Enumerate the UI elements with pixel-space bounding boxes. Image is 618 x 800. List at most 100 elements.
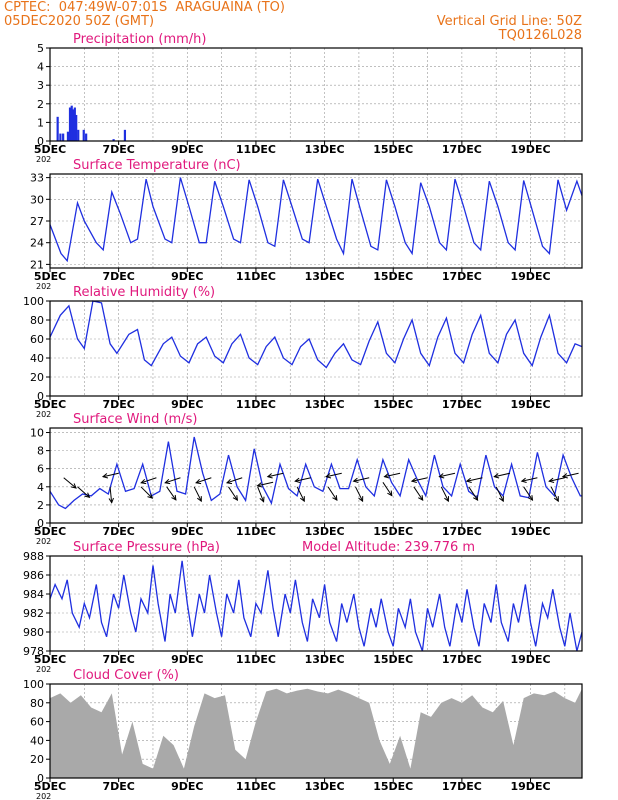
precip-bar <box>82 129 85 141</box>
panel-title: Surface Temperature (nC) <box>73 158 241 173</box>
y-tick-label: 10 <box>30 427 44 440</box>
x-tick-label: 19DEC <box>511 780 551 793</box>
wind-arrow <box>440 486 449 502</box>
wind-arrow <box>102 472 119 478</box>
x-tick-label: 7DEC <box>102 270 134 283</box>
y-tick-label: 2 <box>37 98 44 111</box>
y-tick-label: 80 <box>30 697 44 710</box>
x-tick-label: 15DEC <box>373 143 413 156</box>
x-tick-label: 11DEC <box>236 780 276 793</box>
series-line <box>49 300 583 369</box>
precip-bar <box>72 109 75 141</box>
wind-arrow-head <box>561 473 568 479</box>
x-year-stub: 202 <box>36 155 51 164</box>
panel-2: 21 24 27 30 33 5DEC 7DEC 9DEC 11DEC 13DEC 15DEC 17D… <box>30 158 583 291</box>
x-tick-label: 5DEC <box>34 398 66 411</box>
precip-bar <box>73 107 76 141</box>
wind-arrow <box>193 486 202 502</box>
wind-arrow-head <box>383 473 390 479</box>
wind-arrow-head <box>232 495 239 502</box>
x-tick-label: 11DEC <box>236 525 276 538</box>
x-tick-label: 7DEC <box>102 143 134 156</box>
wind-arrow <box>439 472 456 478</box>
panel-frame <box>49 173 583 269</box>
wind-arrow <box>141 477 157 484</box>
y-tick-label: 100 <box>23 295 44 308</box>
x-tick-label: 11DEC <box>236 143 276 156</box>
date-label: 05DEC2020 50Z (GMT) <box>4 14 155 29</box>
wind-arrow <box>326 472 342 478</box>
y-tick-label: 0 <box>37 135 44 148</box>
grid-line-label: Vertical Grid Line: 50Z <box>436 14 582 29</box>
x-tick-label: 5DEC <box>34 653 66 666</box>
precip-bar <box>75 114 78 141</box>
y-tick-label: 60 <box>30 333 44 346</box>
wind-arrow-head <box>465 477 472 483</box>
wind-arrow <box>495 486 504 502</box>
y-tick-label: 24 <box>30 237 44 250</box>
x-tick-label: 13DEC <box>305 270 345 283</box>
panel-annotation: Model Altitude: 239.776 m <box>302 540 475 555</box>
y-tick-label: 21 <box>30 258 44 271</box>
x-tick-label: 11DEC <box>236 270 276 283</box>
x-tick-label: 5DEC <box>34 525 66 538</box>
y-tick-label: 8 <box>37 445 44 458</box>
x-tick-label: 13DEC <box>305 525 345 538</box>
y-tick-label: 0 <box>37 517 44 530</box>
wind-arrow <box>140 486 153 499</box>
x-tick-label: 7DEC <box>102 780 134 793</box>
wind-arrow-head <box>418 495 424 502</box>
precip-bar <box>56 116 59 141</box>
wind-arrow-head <box>358 496 364 503</box>
station-label: CPTEC: 047:49W-07:01S ARAGUAINA (TO) <box>4 0 285 15</box>
x-tick-label: 19DEC <box>511 143 551 156</box>
wind-arrow-head <box>473 495 479 502</box>
wind-arrow-head <box>70 483 77 489</box>
x-tick-label: 9DEC <box>171 780 203 793</box>
precip-bar <box>112 139 115 141</box>
wind-arrow-head <box>493 473 500 479</box>
y-tick-label: 60 <box>30 716 44 729</box>
wind-arrow <box>228 486 238 501</box>
series-line <box>49 177 583 263</box>
x-tick-label: 11DEC <box>236 398 276 411</box>
wind-arrow-head <box>438 473 445 479</box>
wind-arrow <box>165 477 181 484</box>
wind-arrow-head <box>410 477 417 483</box>
panel-frame <box>49 683 583 779</box>
wind-arrow <box>267 472 284 478</box>
wind-arrow-head <box>108 497 114 504</box>
y-tick-label: 40 <box>30 734 44 747</box>
wind-arrow-head <box>499 496 504 503</box>
x-tick-label: 17DEC <box>442 653 482 666</box>
wind-arrow <box>166 486 177 501</box>
wind-arrow-head <box>300 496 305 503</box>
y-tick-label: 2 <box>37 499 44 512</box>
wind-arrow-head <box>225 478 233 485</box>
x-year-stub: 202 <box>36 537 51 546</box>
wind-arrow-head <box>147 493 154 499</box>
y-tick-label: 4 <box>37 481 44 494</box>
wind-arrow-head <box>101 473 109 479</box>
x-tick-label: 9DEC <box>171 270 203 283</box>
x-tick-label: 17DEC <box>442 270 482 283</box>
wind-arrow-head <box>548 477 555 483</box>
wind-arrow-head <box>197 496 202 503</box>
panel-title: Precipitation (mm/h) <box>73 32 206 47</box>
wind-arrow-head <box>520 477 527 483</box>
y-tick-label: 988 <box>23 550 44 563</box>
wind-arrow <box>296 486 305 502</box>
x-tick-label: 19DEC <box>511 270 551 283</box>
y-tick-label: 33 <box>30 172 44 185</box>
panel-frame <box>49 47 583 142</box>
panel-1: 0 1 2 3 4 5 5DEC 7DEC 9DEC 11DEC 13DEC 15DEC 17DEC 19… <box>34 32 583 164</box>
header: CPTEC: 047:49W-07:01S ARAGUAINA (TO) 05D… <box>0 0 618 46</box>
x-tick-label: 7DEC <box>102 653 134 666</box>
wind-arrow <box>226 477 243 484</box>
x-tick-label: 9DEC <box>171 653 203 666</box>
cloud-cover-area <box>50 688 582 778</box>
y-tick-label: 978 <box>23 645 44 658</box>
y-tick-label: 3 <box>37 79 44 92</box>
wind-arrow <box>327 486 338 501</box>
y-tick-label: 986 <box>23 569 44 582</box>
